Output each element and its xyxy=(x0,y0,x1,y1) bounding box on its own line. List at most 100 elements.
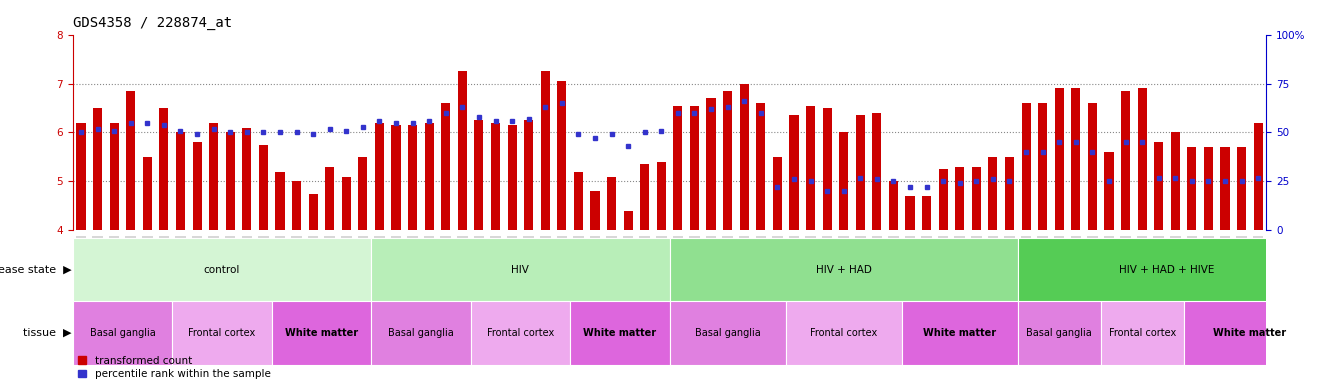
Bar xyxy=(1220,147,1229,230)
Bar xyxy=(806,106,816,230)
Bar xyxy=(242,127,251,230)
Bar xyxy=(1055,88,1064,230)
Bar xyxy=(839,132,849,230)
Bar xyxy=(209,123,218,230)
Text: Frontal cortex: Frontal cortex xyxy=(810,328,878,338)
Bar xyxy=(1204,147,1214,230)
Bar xyxy=(272,301,371,365)
Bar xyxy=(93,108,102,230)
Bar xyxy=(176,132,185,230)
Bar xyxy=(408,125,418,230)
Text: tissue  ▶: tissue ▶ xyxy=(22,328,71,338)
Bar xyxy=(570,301,669,365)
Text: HIV + HAD: HIV + HAD xyxy=(816,265,871,275)
Bar xyxy=(391,125,401,230)
Bar xyxy=(921,196,931,230)
Bar xyxy=(591,191,600,230)
Bar xyxy=(77,123,86,230)
Bar xyxy=(1018,238,1317,301)
Bar xyxy=(1101,301,1183,365)
Bar xyxy=(1022,103,1031,230)
Bar xyxy=(558,81,566,230)
Bar xyxy=(640,164,649,230)
Bar xyxy=(371,238,669,301)
Bar xyxy=(308,194,317,230)
Bar xyxy=(1005,157,1014,230)
Text: Basal ganglia: Basal ganglia xyxy=(695,328,760,338)
Bar xyxy=(972,167,981,230)
Bar xyxy=(371,301,471,365)
Bar xyxy=(341,177,350,230)
Bar xyxy=(358,157,368,230)
Bar xyxy=(375,123,383,230)
Legend: transformed count, percentile rank within the sample: transformed count, percentile rank withi… xyxy=(78,356,271,379)
Bar xyxy=(822,108,832,230)
Bar xyxy=(669,301,785,365)
Bar xyxy=(1121,91,1130,230)
Bar xyxy=(73,301,172,365)
Bar xyxy=(1183,301,1317,365)
Text: White matter: White matter xyxy=(284,328,358,338)
Bar xyxy=(292,182,301,230)
Text: Frontal cortex: Frontal cortex xyxy=(486,328,554,338)
Bar xyxy=(1154,142,1163,230)
Text: Basal ganglia: Basal ganglia xyxy=(389,328,453,338)
Text: Basal ganglia: Basal ganglia xyxy=(90,328,155,338)
Bar xyxy=(508,125,517,230)
Bar xyxy=(126,91,135,230)
Bar xyxy=(939,169,948,230)
Text: White matter: White matter xyxy=(1214,328,1286,338)
Bar xyxy=(723,91,732,230)
Bar xyxy=(607,177,616,230)
Bar xyxy=(172,301,271,365)
Bar xyxy=(457,71,467,230)
Bar xyxy=(424,123,434,230)
Bar xyxy=(706,98,715,230)
Text: Basal ganglia: Basal ganglia xyxy=(1026,328,1092,338)
Bar xyxy=(471,301,570,365)
Bar xyxy=(259,145,268,230)
Text: White matter: White matter xyxy=(923,328,997,338)
Bar xyxy=(773,157,781,230)
Bar xyxy=(906,196,915,230)
Bar xyxy=(1137,88,1146,230)
Bar xyxy=(475,120,484,230)
Bar xyxy=(1171,132,1179,230)
Bar xyxy=(1237,147,1247,230)
Text: HIV + HAD + HIVE: HIV + HAD + HIVE xyxy=(1120,265,1215,275)
Bar xyxy=(873,113,882,230)
Text: Frontal cortex: Frontal cortex xyxy=(1109,328,1175,338)
Bar xyxy=(73,238,371,301)
Bar xyxy=(110,123,119,230)
Bar xyxy=(855,115,865,230)
Bar xyxy=(888,182,898,230)
Bar xyxy=(275,172,284,230)
Bar xyxy=(956,167,964,230)
Bar xyxy=(789,115,798,230)
Bar xyxy=(1187,147,1196,230)
Bar xyxy=(1253,123,1263,230)
Bar xyxy=(442,103,451,230)
Bar xyxy=(690,106,699,230)
Bar xyxy=(739,84,748,230)
Text: White matter: White matter xyxy=(583,328,657,338)
Bar xyxy=(325,167,334,230)
Bar xyxy=(785,301,902,365)
Bar xyxy=(160,108,168,230)
Bar xyxy=(524,120,533,230)
Bar xyxy=(1038,103,1047,230)
Bar xyxy=(669,238,1018,301)
Bar xyxy=(902,301,1018,365)
Bar xyxy=(624,211,633,230)
Text: Frontal cortex: Frontal cortex xyxy=(188,328,255,338)
Bar xyxy=(1104,152,1113,230)
Bar xyxy=(1018,301,1101,365)
Bar xyxy=(226,132,235,230)
Bar xyxy=(673,106,682,230)
Bar xyxy=(574,172,583,230)
Bar xyxy=(541,71,550,230)
Bar xyxy=(1071,88,1080,230)
Bar xyxy=(989,157,998,230)
Text: disease state  ▶: disease state ▶ xyxy=(0,265,71,275)
Bar xyxy=(490,123,500,230)
